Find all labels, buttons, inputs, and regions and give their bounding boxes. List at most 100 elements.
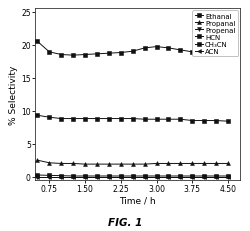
Propenal bbox=[84, 176, 86, 178]
Propenal bbox=[191, 176, 194, 178]
Propanal bbox=[84, 163, 86, 166]
ACN bbox=[131, 176, 134, 179]
CH₃CN bbox=[143, 175, 146, 178]
CH₃CN bbox=[155, 175, 158, 178]
CH₃CN bbox=[36, 174, 39, 177]
HCN bbox=[167, 118, 170, 121]
CH₃CN bbox=[179, 175, 182, 178]
Propenal bbox=[60, 176, 63, 178]
Propanal bbox=[108, 163, 110, 166]
ACN bbox=[191, 176, 194, 179]
CH₃CN bbox=[119, 175, 122, 178]
Line: HCN: HCN bbox=[36, 114, 230, 124]
Propanal bbox=[155, 162, 158, 165]
Propenal bbox=[203, 176, 206, 178]
Propanal bbox=[143, 163, 146, 166]
Line: Propanal: Propanal bbox=[36, 158, 230, 166]
ACN bbox=[155, 176, 158, 179]
CH₃CN bbox=[108, 175, 110, 178]
Ethanal bbox=[167, 47, 170, 50]
HCN bbox=[72, 118, 75, 120]
ACN bbox=[108, 176, 110, 179]
HCN bbox=[155, 118, 158, 121]
ACN bbox=[119, 176, 122, 179]
Propanal bbox=[203, 162, 206, 165]
HCN bbox=[191, 120, 194, 122]
HCN bbox=[143, 118, 146, 121]
X-axis label: Time / h: Time / h bbox=[119, 196, 156, 205]
Propanal bbox=[131, 163, 134, 166]
Propanal bbox=[48, 162, 51, 164]
ACN bbox=[84, 176, 86, 179]
Propanal bbox=[36, 159, 39, 162]
CH₃CN bbox=[72, 175, 75, 178]
HCN bbox=[96, 118, 98, 120]
ACN bbox=[167, 176, 170, 179]
ACN bbox=[143, 176, 146, 179]
Ethanal bbox=[155, 46, 158, 49]
Ethanal bbox=[60, 54, 63, 57]
Propenal bbox=[48, 176, 51, 178]
Ethanal bbox=[108, 53, 110, 55]
ACN bbox=[60, 176, 63, 179]
ACN bbox=[203, 176, 206, 179]
ACN bbox=[179, 176, 182, 179]
Ethanal bbox=[96, 53, 98, 56]
CH₃CN bbox=[96, 175, 98, 178]
CH₃CN bbox=[60, 175, 63, 177]
Propanal bbox=[215, 162, 218, 165]
Propanal bbox=[167, 162, 170, 165]
ACN bbox=[36, 176, 39, 179]
CH₃CN bbox=[131, 175, 134, 178]
Y-axis label: % Selectivity: % Selectivity bbox=[10, 65, 18, 124]
CH₃CN bbox=[215, 175, 218, 178]
Legend: Ethanal, Propanal, Propenal, HCN, CH₃CN, ACN: Ethanal, Propanal, Propenal, HCN, CH₃CN,… bbox=[192, 11, 238, 57]
Ethanal bbox=[203, 49, 206, 52]
CH₃CN bbox=[226, 175, 230, 178]
HCN bbox=[226, 120, 230, 123]
Propenal bbox=[167, 176, 170, 178]
HCN bbox=[36, 114, 39, 117]
ACN bbox=[48, 176, 51, 179]
Line: Propenal: Propenal bbox=[36, 175, 230, 179]
CH₃CN bbox=[203, 175, 206, 178]
CH₃CN bbox=[84, 175, 86, 178]
Propenal bbox=[96, 176, 98, 178]
Ethanal bbox=[226, 29, 230, 32]
Propanal bbox=[72, 162, 75, 165]
Ethanal bbox=[119, 52, 122, 55]
Line: CH₃CN: CH₃CN bbox=[36, 173, 230, 178]
Text: FIG. 1: FIG. 1 bbox=[108, 217, 142, 227]
Ethanal bbox=[48, 51, 51, 54]
Ethanal bbox=[179, 49, 182, 52]
ACN bbox=[72, 176, 75, 179]
HCN bbox=[48, 116, 51, 119]
Ethanal bbox=[143, 47, 146, 50]
ACN bbox=[226, 176, 230, 179]
HCN bbox=[84, 118, 86, 120]
Propenal bbox=[108, 176, 110, 178]
Propenal bbox=[72, 176, 75, 178]
Propanal bbox=[60, 162, 63, 165]
HCN bbox=[203, 120, 206, 122]
Ethanal bbox=[215, 45, 218, 48]
Ethanal bbox=[36, 41, 39, 43]
Propanal bbox=[191, 162, 194, 165]
Propenal bbox=[36, 176, 39, 178]
HCN bbox=[179, 118, 182, 121]
Propanal bbox=[96, 163, 98, 166]
Propanal bbox=[119, 163, 122, 166]
Propenal bbox=[215, 176, 218, 178]
CH₃CN bbox=[167, 175, 170, 178]
Propanal bbox=[179, 162, 182, 165]
HCN bbox=[60, 118, 63, 120]
HCN bbox=[108, 118, 110, 120]
Propenal bbox=[155, 176, 158, 178]
Line: Ethanal: Ethanal bbox=[36, 28, 230, 58]
Propenal bbox=[179, 176, 182, 178]
Line: ACN: ACN bbox=[36, 176, 230, 179]
HCN bbox=[215, 120, 218, 122]
CH₃CN bbox=[48, 174, 51, 177]
CH₃CN bbox=[191, 175, 194, 178]
ACN bbox=[215, 176, 218, 179]
